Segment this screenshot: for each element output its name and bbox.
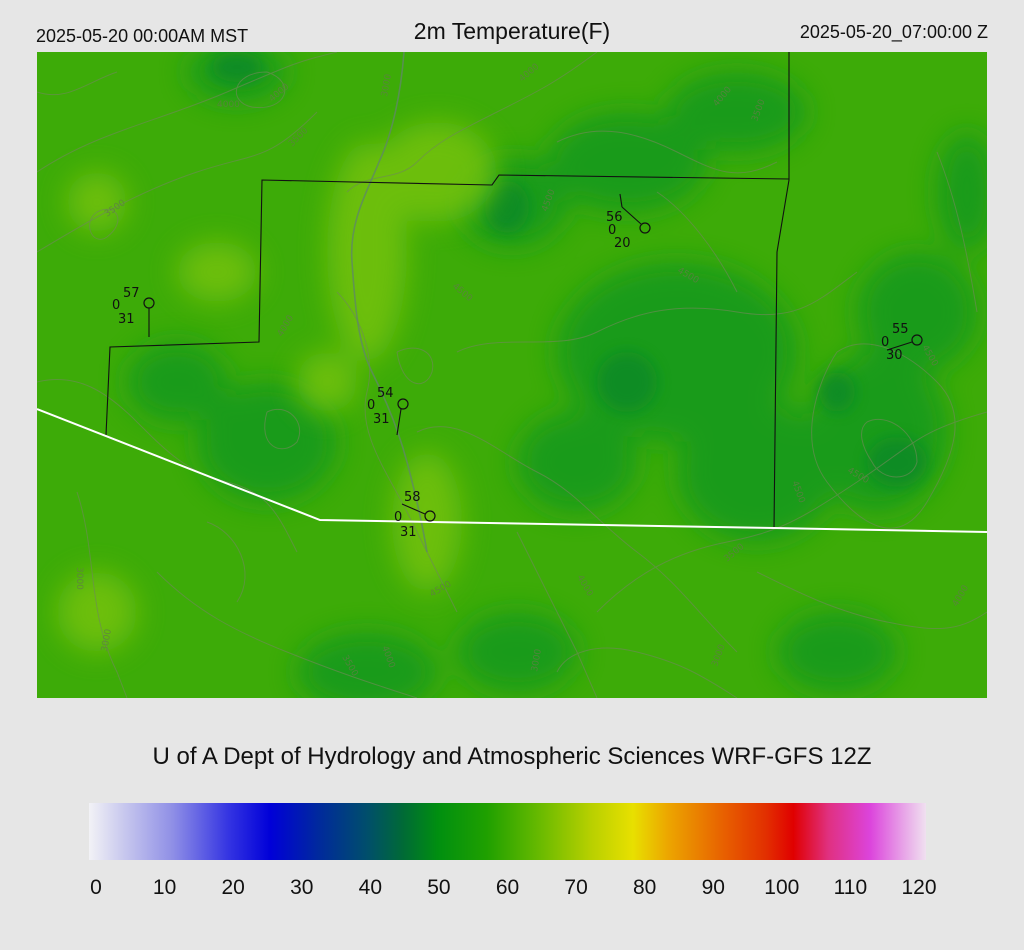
station-gust: 0 xyxy=(367,398,375,413)
county-boundary xyxy=(105,174,790,436)
station-dewpoint: 31 xyxy=(400,525,417,540)
station-temp: 55 xyxy=(892,322,909,337)
colorbar-tick-label: 10 xyxy=(152,876,177,899)
station-plot: 58 0 31 xyxy=(394,490,436,540)
station-dewpoint: 20 xyxy=(614,236,631,251)
river-line xyxy=(350,52,428,553)
colorbar-tick-label: 100 xyxy=(764,876,800,899)
contour-label: 3000 xyxy=(530,648,544,673)
contour-label: 3000 xyxy=(380,73,394,98)
station-gust: 0 xyxy=(112,298,120,313)
station-plot: 55 0 30 xyxy=(881,322,923,363)
station-dewpoint: 31 xyxy=(373,412,390,427)
contour-label: 4000 xyxy=(217,100,240,110)
warm-regions xyxy=(57,122,497,652)
colorbar-tick-labels: 0 10 20 30 40 50 60 70 80 90 100 110 120 xyxy=(89,876,936,904)
colorbar-tick-label: 20 xyxy=(221,876,245,899)
header: 2025-05-20 00:00AM MST 2m Temperature(F)… xyxy=(0,0,1024,52)
station-plot: 54 0 31 xyxy=(367,386,409,436)
temperature-colorbar xyxy=(89,803,926,860)
colorbar-tick-label: 90 xyxy=(701,876,725,899)
station-plots: 57 0 31 56 0 20 55 0 30 xyxy=(112,193,923,540)
credit-line: U of A Dept of Hydrology and Atmospheric… xyxy=(152,743,872,770)
station-temp: 56 xyxy=(606,210,623,225)
colorbar-tick-label: 110 xyxy=(833,876,868,899)
station-temp: 54 xyxy=(377,386,394,401)
colorbar-tick-label: 80 xyxy=(632,876,657,899)
station-gust: 0 xyxy=(394,510,402,525)
station-temp: 58 xyxy=(404,490,421,505)
station-plot: 57 0 31 xyxy=(112,286,155,337)
colorbar-tick-label: 40 xyxy=(358,876,383,899)
colorbar-tick-label: 120 xyxy=(901,876,937,899)
county-boundary xyxy=(773,52,790,530)
border-line xyxy=(37,408,987,533)
station-gust: 0 xyxy=(608,223,616,238)
contour-label: 3000 xyxy=(74,567,84,590)
colorbar-tick-label: 50 xyxy=(427,876,451,899)
colorbar-tick-label: 70 xyxy=(564,876,588,899)
station-plot: 56 0 20 xyxy=(606,193,651,251)
colorbar-tick-label: 30 xyxy=(290,876,314,899)
colorbar-tick-label: 0 xyxy=(90,876,102,899)
map-title: 2m Temperature(F) xyxy=(413,18,611,44)
local-time-label: 2025-05-20 00:00AM MST xyxy=(36,26,249,46)
darkest-regions xyxy=(212,52,927,487)
station-dewpoint: 30 xyxy=(886,348,903,363)
utc-time-label: 2025-05-20_07:00:00 Z xyxy=(799,22,988,42)
temperature-map: 4000 4000 3000 4000 3500 3500 4500 4500 … xyxy=(37,52,987,698)
terrain-contours xyxy=(37,52,987,698)
station-gust: 0 xyxy=(881,335,889,350)
station-dewpoint: 31 xyxy=(118,312,135,327)
station-temp: 57 xyxy=(123,286,140,301)
contour-label: 3000 xyxy=(100,628,114,653)
colorbar-tick-label: 60 xyxy=(495,876,520,899)
